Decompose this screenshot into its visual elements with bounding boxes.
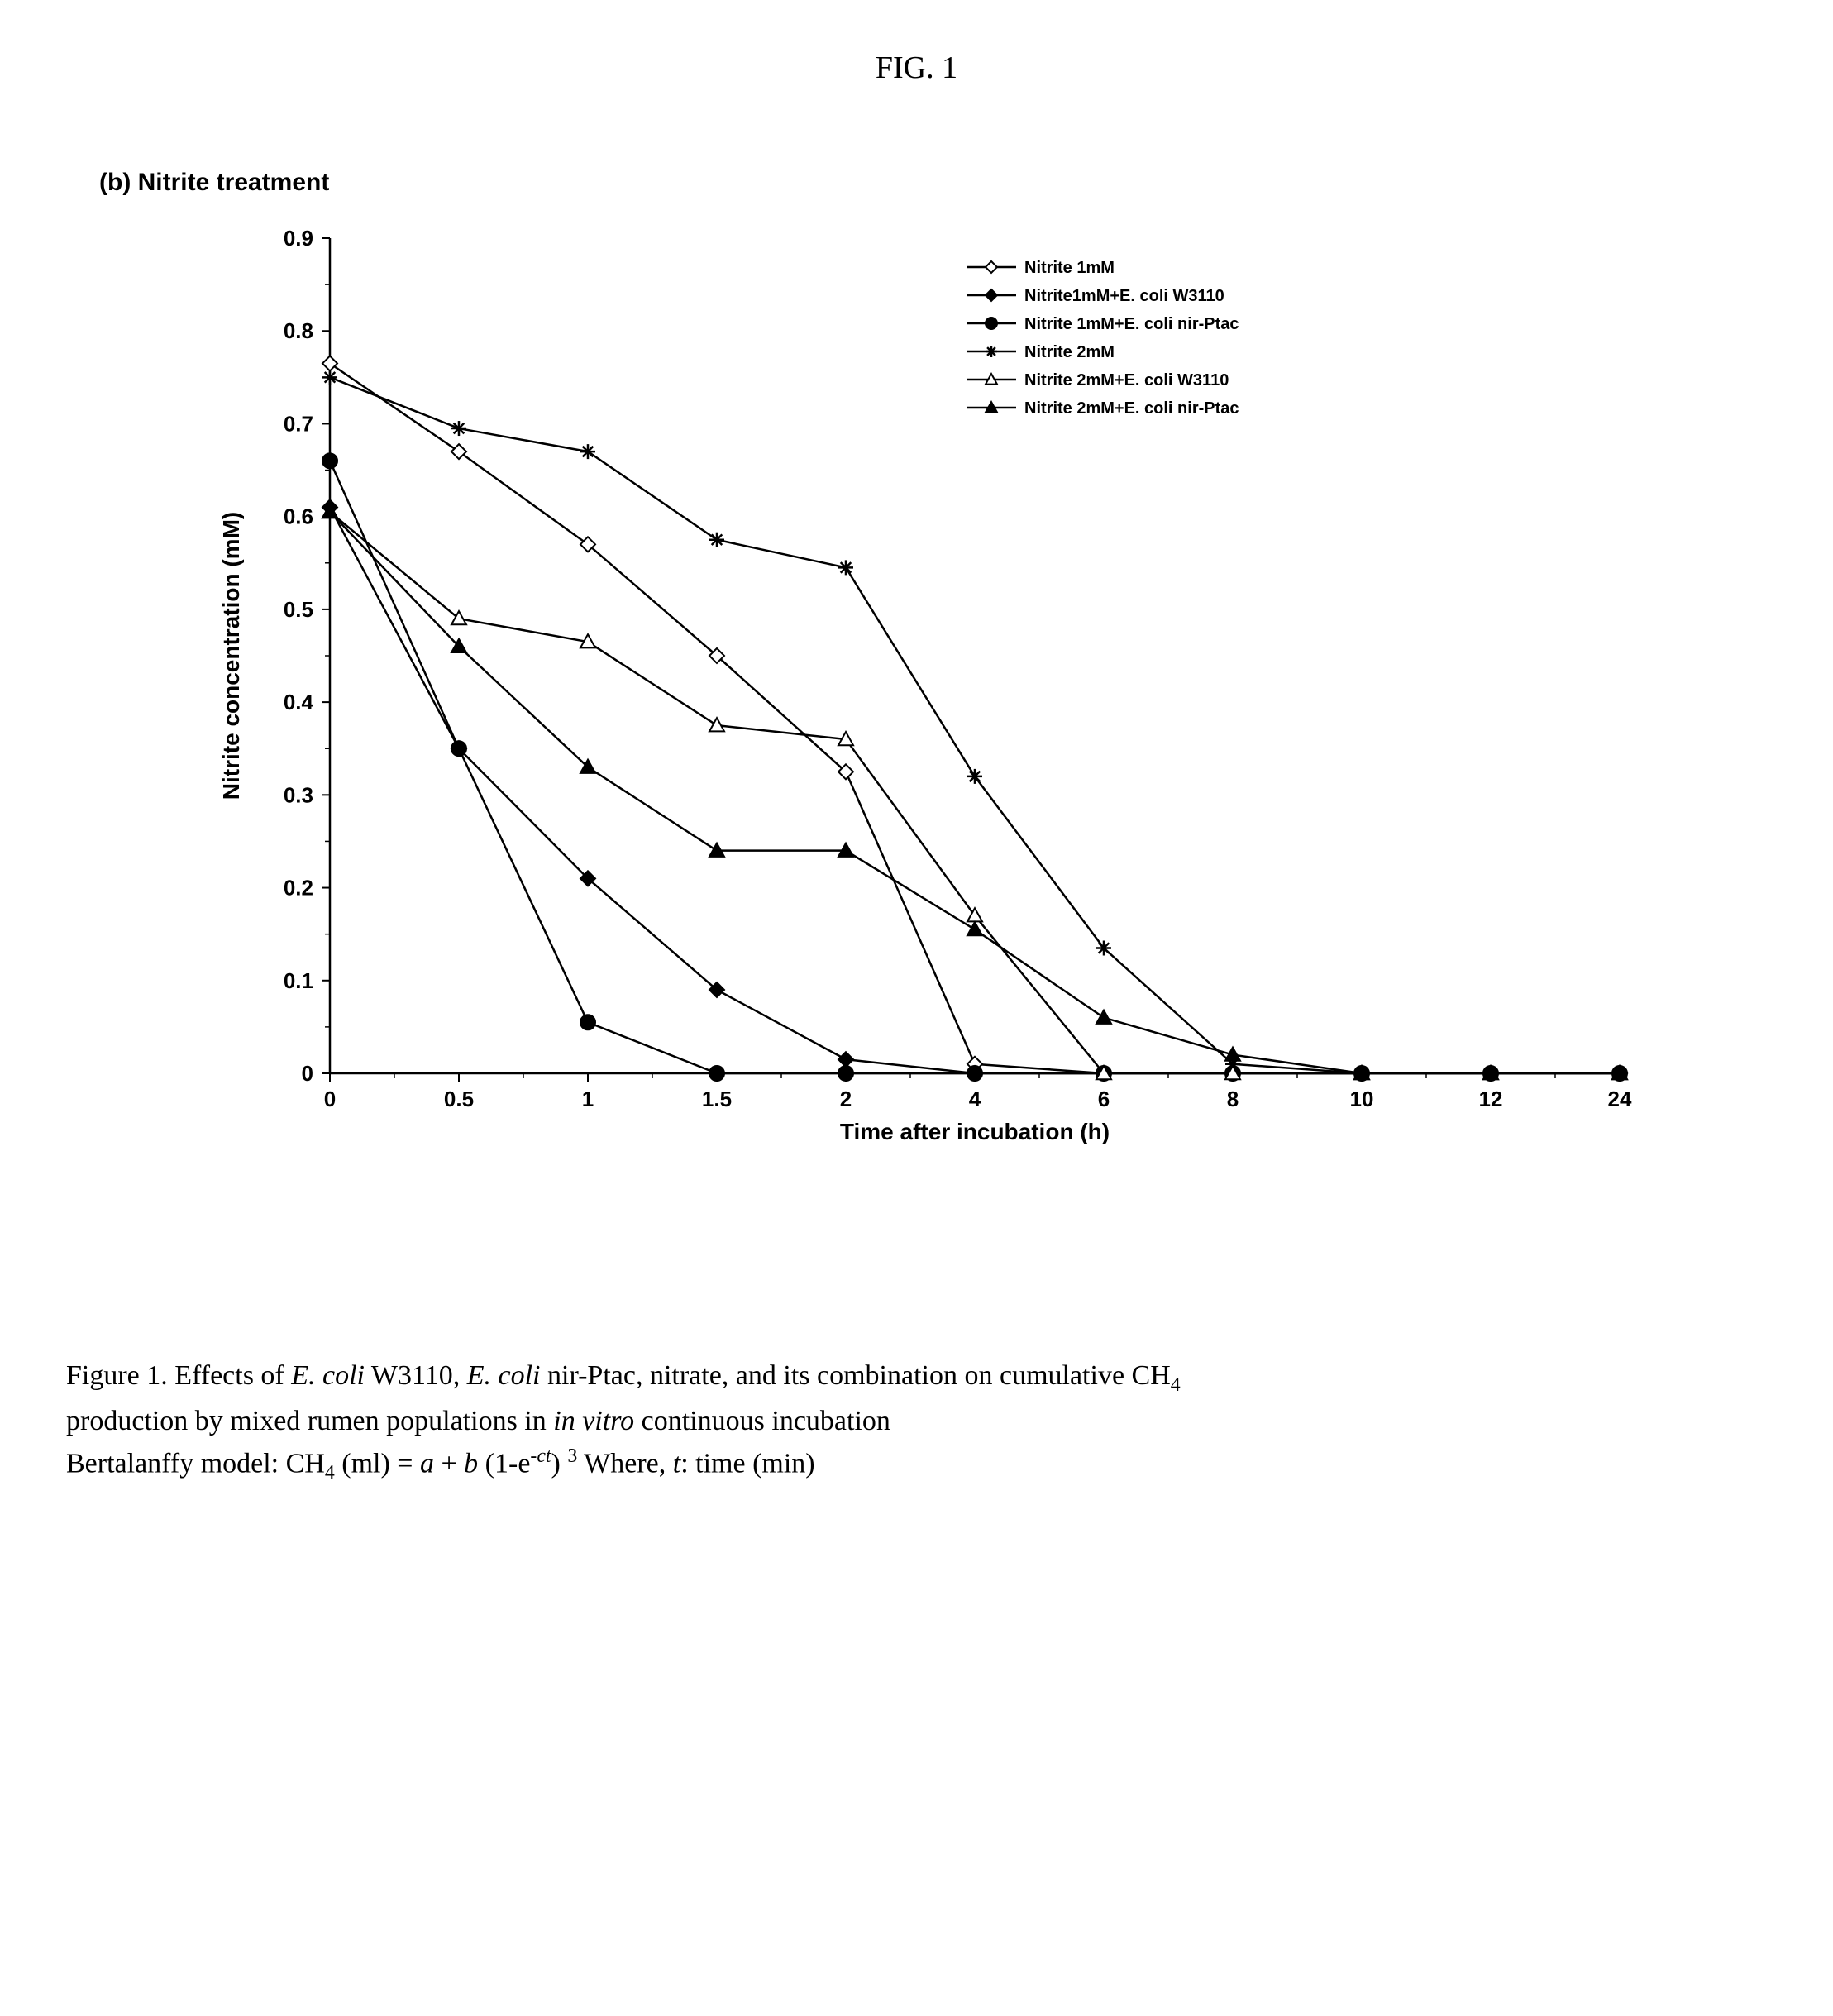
svg-text:8: 8 bbox=[1226, 1087, 1238, 1111]
caption-sup: 3 bbox=[567, 1445, 577, 1467]
caption-var: a bbox=[420, 1449, 434, 1479]
caption-text: : time (min) bbox=[680, 1449, 814, 1479]
caption-text: continuous incubation bbox=[634, 1406, 890, 1436]
caption-sup: -ct bbox=[530, 1445, 551, 1467]
caption-var: t bbox=[673, 1449, 680, 1479]
caption-text: ) bbox=[551, 1449, 568, 1479]
caption-italic: in vitro bbox=[553, 1406, 634, 1436]
svg-text:0.5: 0.5 bbox=[443, 1087, 473, 1111]
svg-text:1.5: 1.5 bbox=[701, 1087, 731, 1111]
svg-text:Nitrite 1mM: Nitrite 1mM bbox=[1024, 259, 1115, 277]
chart-container: 00.10.20.30.40.50.60.70.80.900.511.52468… bbox=[173, 213, 1661, 1189]
svg-text:4: 4 bbox=[968, 1087, 981, 1111]
svg-text:Time after incubation (h): Time after incubation (h) bbox=[839, 1119, 1109, 1144]
svg-text:10: 10 bbox=[1349, 1087, 1373, 1111]
svg-text:1: 1 bbox=[581, 1087, 593, 1111]
svg-text:0.4: 0.4 bbox=[283, 690, 313, 714]
caption-text: Bertalanffy model: CH bbox=[66, 1449, 325, 1479]
caption-text: production by mixed rumen populations in bbox=[66, 1406, 553, 1436]
caption-sub: 4 bbox=[1171, 1374, 1181, 1396]
svg-text:12: 12 bbox=[1478, 1087, 1502, 1111]
caption-var: b bbox=[464, 1449, 478, 1479]
svg-text:Nitrite 2mM+E. coli W3110: Nitrite 2mM+E. coli W3110 bbox=[1024, 371, 1229, 389]
svg-text:Nitrite 2mM: Nitrite 2mM bbox=[1024, 343, 1115, 361]
caption-sub: 4 bbox=[325, 1463, 335, 1484]
caption-text: Figure 1. Effects of bbox=[66, 1360, 291, 1391]
svg-text:Nitrite 1mM+E. coli nir-Ptac: Nitrite 1mM+E. coli nir-Ptac bbox=[1024, 315, 1239, 333]
caption-text: + bbox=[434, 1449, 464, 1479]
svg-text:0.3: 0.3 bbox=[283, 782, 313, 807]
svg-text:0: 0 bbox=[301, 1061, 313, 1086]
caption-text: (1-e bbox=[478, 1449, 530, 1479]
svg-text:0.2: 0.2 bbox=[283, 876, 313, 901]
svg-text:0.9: 0.9 bbox=[283, 226, 313, 251]
svg-text:0: 0 bbox=[323, 1087, 335, 1111]
caption-text: (ml) = bbox=[335, 1449, 420, 1479]
svg-text:24: 24 bbox=[1607, 1087, 1631, 1111]
figure-label: FIG. 1 bbox=[66, 50, 1767, 86]
panel-subtitle: (b) Nitrite treatment bbox=[99, 169, 1767, 197]
caption-italic: E. coli bbox=[291, 1360, 365, 1391]
svg-text:Nitrite 2mM+E. coli nir-Ptac: Nitrite 2mM+E. coli nir-Ptac bbox=[1024, 399, 1239, 418]
caption-text: Where, bbox=[577, 1449, 672, 1479]
svg-text:0.8: 0.8 bbox=[283, 318, 313, 343]
figure-caption: Figure 1. Effects of E. coli W3110, E. c… bbox=[66, 1354, 1767, 1488]
svg-text:Nitrite1mM+E. coli W3110: Nitrite1mM+E. coli W3110 bbox=[1024, 287, 1224, 305]
svg-text:0.6: 0.6 bbox=[283, 504, 313, 529]
svg-text:Nitrite concentration (mM): Nitrite concentration (mM) bbox=[218, 512, 244, 800]
caption-italic: E. coli bbox=[467, 1360, 541, 1391]
svg-text:0.5: 0.5 bbox=[283, 597, 313, 622]
svg-text:0.7: 0.7 bbox=[283, 411, 313, 436]
svg-text:6: 6 bbox=[1097, 1087, 1109, 1111]
svg-text:0.1: 0.1 bbox=[283, 968, 313, 993]
svg-text:2: 2 bbox=[839, 1087, 851, 1111]
caption-text: nir-Ptac, nitrate, and its combination o… bbox=[541, 1360, 1171, 1391]
nitrite-chart: 00.10.20.30.40.50.60.70.80.900.511.52468… bbox=[173, 213, 1661, 1189]
caption-text: W3110, bbox=[365, 1360, 467, 1391]
